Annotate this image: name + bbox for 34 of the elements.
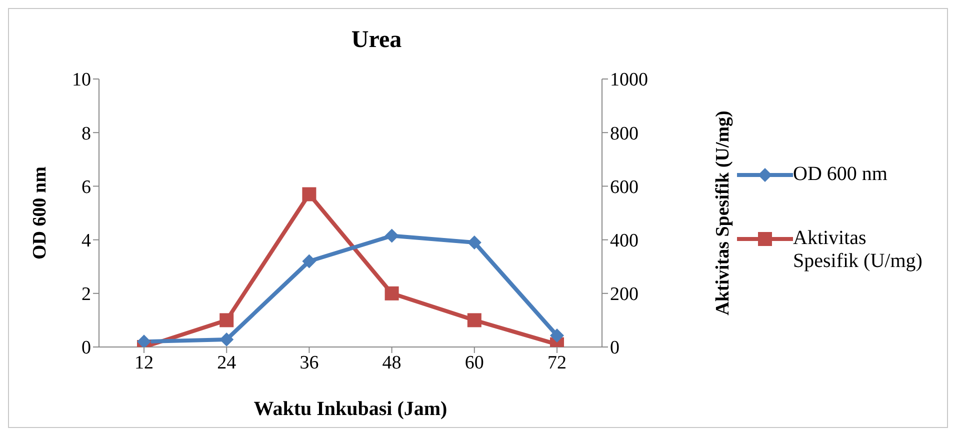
legend-label: Aktivitas Spesifik (U/mg) (793, 227, 923, 273)
y2-axis-title: Aktivitas Spesifik (U/mg) (712, 110, 734, 316)
y-tick-label: 2 (82, 284, 91, 306)
point (220, 332, 234, 346)
x-tick-label: 24 (217, 352, 237, 374)
y-tick-label: 10 (72, 70, 91, 91)
y-tick-label: 8 (82, 123, 91, 144)
y-tick-label: 4 (82, 230, 92, 252)
point (302, 254, 316, 268)
point (137, 334, 151, 347)
chart-title: Urea (350, 27, 403, 54)
x-axis-title: Waktu Inkubasi (Jam) (254, 398, 448, 420)
y2-tick-label: 0 (610, 338, 620, 359)
y2-tick-label: 800 (610, 123, 638, 144)
point (467, 235, 482, 250)
x-tick-label: 36 (300, 352, 319, 374)
point (220, 313, 234, 328)
point (384, 286, 399, 300)
x-tick-label: 72 (548, 352, 566, 374)
y-tick-label: 6 (82, 176, 91, 198)
point (467, 313, 482, 328)
y2-tick-label: 400 (610, 230, 638, 252)
point (302, 187, 316, 202)
y2-tick-label: 200 (610, 284, 638, 306)
y-axis-title: OD 600 nm (30, 166, 51, 260)
x-tick-label: 60 (464, 352, 484, 374)
legend-label: OD 600 nm (793, 163, 888, 186)
y2-tick-label: 1000 (610, 70, 648, 91)
x-tick-label: 12 (134, 352, 154, 374)
point (384, 228, 399, 243)
y2-tick-label: 600 (610, 176, 638, 198)
y-tick-label: 0 (82, 338, 91, 359)
point (550, 328, 564, 342)
x-tick-label: 48 (382, 352, 402, 374)
